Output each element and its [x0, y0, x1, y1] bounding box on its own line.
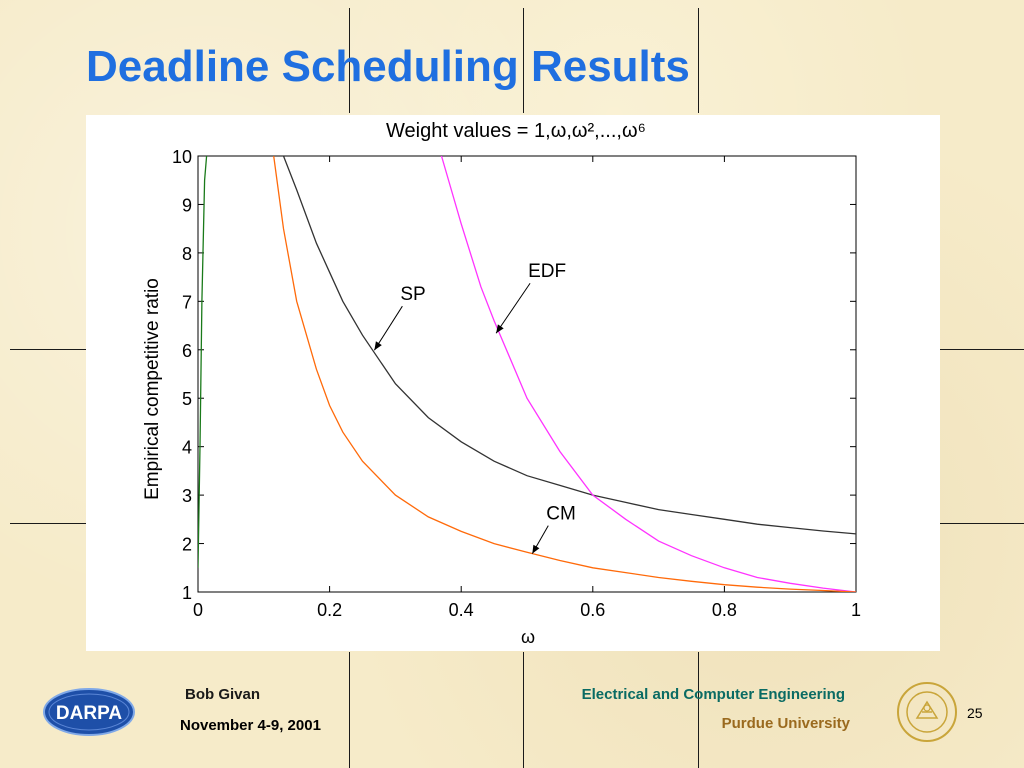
series-line-sp	[282, 156, 856, 535]
frame-line-h1	[10, 349, 86, 350]
x-axis-label: ω	[521, 627, 535, 647]
footer-author: Bob Givan	[185, 686, 261, 703]
annotation-arrow-line	[495, 282, 531, 334]
darpa-logo: DARPA	[43, 687, 135, 742]
footer-date: November 4-9, 2001	[180, 717, 321, 734]
darpa-logo-text: DARPA	[56, 703, 122, 724]
annotation-arrowhead	[496, 324, 504, 334]
plot-frame	[197, 155, 857, 593]
frame-line-v5	[523, 652, 524, 768]
y-tick-label: 1	[182, 583, 192, 603]
series-line-cm	[273, 156, 856, 592]
annotation-label-edf: EDF	[528, 261, 566, 282]
frame-line-v2	[523, 8, 524, 113]
annotation-arrowhead	[532, 544, 540, 554]
purdue-seal-icon	[895, 680, 959, 749]
page-number: 25	[967, 705, 983, 721]
y-tick-label: 2	[182, 535, 192, 555]
y-tick-label: 3	[182, 486, 192, 506]
footer-department: Electrical and Computer Engineering	[581, 686, 845, 703]
frame-line-v1	[349, 8, 350, 113]
line-chart: Weight values = 1,ω,ω²,...,ω⁶ Empirical …	[142, 120, 861, 647]
frame-line-h4	[940, 523, 1024, 524]
y-tick-label: 4	[182, 438, 192, 458]
x-tick-label: 0	[193, 600, 203, 620]
chart-title: Weight values = 1,ω,ω²,...,ω⁶	[386, 120, 646, 142]
x-tick-label: 0.6	[580, 600, 605, 620]
series-line-near-zero-pair	[198, 156, 208, 568]
x-tick-label: 0.2	[317, 600, 342, 620]
y-axis-label: Empirical competitive ratio	[142, 278, 163, 500]
annotation-label-cm: CM	[546, 504, 576, 525]
y-tick-label: 6	[182, 341, 192, 361]
x-tick-label: 1	[851, 600, 861, 620]
footer-university: Purdue University	[721, 715, 850, 732]
x-tick-label: 0.8	[712, 600, 737, 620]
annotation-arrow-line	[373, 305, 403, 351]
y-tick-label: 8	[182, 244, 192, 264]
frame-line-h3	[940, 349, 1024, 350]
series-line-edf	[440, 156, 856, 592]
frame-line-h2	[10, 523, 86, 524]
y-tick-label: 9	[182, 195, 192, 215]
chart-panel: Weight values = 1,ω,ω²,...,ω⁶ Empirical …	[86, 115, 940, 651]
y-tick-label: 5	[182, 389, 192, 409]
frame-line-v6	[698, 652, 699, 768]
annotation-arrowhead	[374, 341, 382, 351]
slide-title: Deadline Scheduling Results	[86, 42, 690, 91]
x-tick-label: 0.4	[449, 600, 474, 620]
annotation-label-sp: SP	[400, 284, 425, 305]
y-tick-label: 7	[182, 292, 192, 312]
frame-line-v3	[698, 8, 699, 113]
frame-line-v4	[349, 652, 350, 768]
y-tick-label: 10	[172, 147, 192, 167]
